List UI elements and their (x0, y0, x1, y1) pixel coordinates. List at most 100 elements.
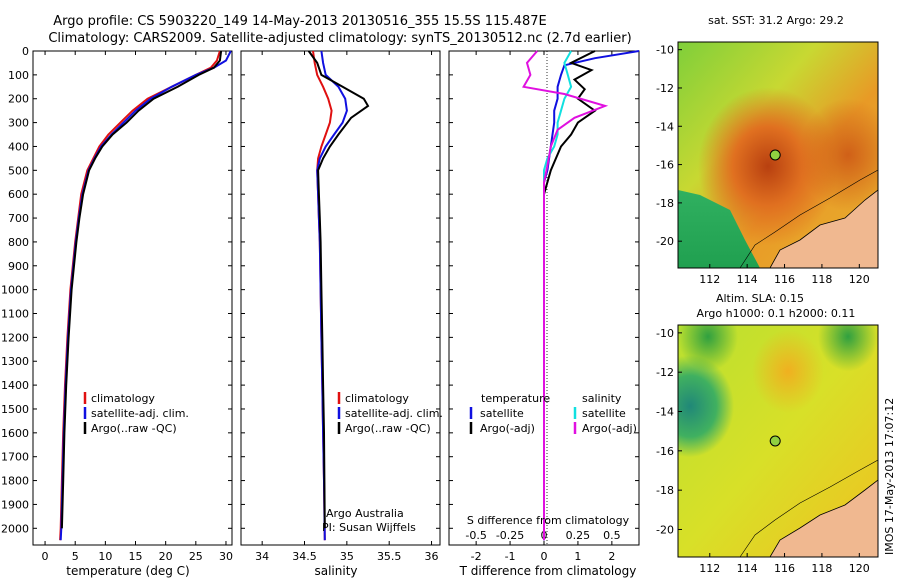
latitude-tick-label: -10 (656, 327, 674, 340)
s-difference-axis-label: S difference from climatology (467, 514, 630, 527)
latitude-tick-label: -20 (656, 235, 674, 248)
legend-label-climatology: climatology (91, 392, 155, 405)
s-difference-axis-ticks: -0.5 -0.25 0 0.25 0.5 (465, 529, 620, 542)
sst-cool-shelf (678, 190, 760, 268)
salinity-series (307, 50, 370, 541)
depth-tick-label: 800 (8, 236, 29, 249)
temperature-tick-label: 30 (219, 550, 233, 563)
longitude-tick-label: 118 (811, 273, 832, 286)
depth-tick-label: 1000 (1, 284, 29, 297)
temperature-line-satellite_adj (59, 50, 232, 541)
salinity-axis-ticks: 34 34.5 35 35.5 36 (241, 50, 440, 563)
temperature-axis-label: temperature (deg C) (66, 564, 189, 578)
salinity-tick-label: 36 (425, 550, 439, 563)
sla-bathymetry-contour (739, 459, 878, 557)
latitude-tick-label: -18 (656, 484, 674, 497)
sst-land (769, 189, 878, 268)
difference-line-argo (543, 50, 597, 541)
depth-tick-label: 1600 (1, 427, 29, 440)
difference-legend: temperature salinity satellite Argo(-adj… (469, 392, 637, 435)
s-difference-tick-label: -0.5 (465, 529, 486, 542)
t-difference-tick-label: -1 (505, 550, 516, 563)
salinity-line-argo (307, 50, 370, 529)
latitude-tick-label: -14 (656, 120, 674, 133)
legend-label-argo: Argo(..raw -QC) (345, 422, 431, 435)
legend-header-salinity: salinity (582, 392, 622, 405)
salinity-plot-frame (240, 50, 441, 546)
sst-map-panel: sat. SST: 31.2 Argo: 29.2 112 114 116 118 12… (656, 14, 879, 286)
sla-map-ticks: 112 114 116 118 120 -10 -12 -14 -16 -18 -20 (656, 327, 870, 575)
legend-label-climatology: climatology (345, 392, 409, 405)
sst-map-frame (677, 41, 879, 269)
temperature-axis-ticks: 0 5 10 15 20 25 30 (42, 51, 233, 563)
s-difference-tick-label: 0.5 (603, 529, 621, 542)
longitude-tick-label: 116 (774, 562, 795, 575)
salinity-tick-label: 34.5 (292, 550, 317, 563)
latitude-tick-label: -14 (656, 406, 674, 419)
sla-map-panel: Altim. SLA: 0.15 Argo h1000: 0.1 h2000: … (656, 292, 879, 575)
depth-tick-label: 500 (8, 164, 29, 177)
depth-tick-label: 200 (8, 93, 29, 106)
argo-australia-annotation: Argo Australia (326, 507, 404, 520)
legend-label-t-satellite: satellite (480, 407, 524, 420)
depth-tick-label: 100 (8, 69, 29, 82)
depth-tick-label: 1400 (1, 379, 29, 392)
depth-tick-label: 1800 (1, 475, 29, 488)
temperature-series (59, 50, 232, 541)
legend-label-satellite-adj: satellite-adj. clim. (345, 407, 443, 420)
longitude-tick-label: 120 (849, 273, 870, 286)
latitude-tick-label: -12 (656, 366, 674, 379)
s-difference-tick-label: 0.25 (566, 529, 591, 542)
longitude-tick-label: 112 (699, 562, 720, 575)
depth-tick-label: 900 (8, 260, 29, 273)
latitude-tick-label: -20 (656, 523, 674, 536)
temperature-tick-label: 15 (129, 550, 143, 563)
difference-line-satellite_salinity (543, 50, 573, 541)
salinity-tick-label: 35.5 (377, 550, 402, 563)
legend-label-t-argo: Argo(-adj) (480, 422, 535, 435)
sla-land (769, 479, 878, 557)
latitude-tick-label: -16 (656, 445, 674, 458)
depth-tick-label: 2000 (1, 522, 29, 535)
depth-tick-label: 1100 (1, 308, 29, 321)
temperature-plot-frame (32, 50, 233, 546)
longitude-tick-label: 112 (699, 273, 720, 286)
depth-tick-label: 300 (8, 117, 29, 130)
t-difference-tick-label: 2 (608, 550, 615, 563)
depth-tick-label: 1300 (1, 355, 29, 368)
sla-map-title-line-2: Argo h1000: 0.1 h2000: 0.11 (697, 307, 856, 320)
temperature-line-climatology (59, 50, 221, 541)
latitude-tick-label: -16 (656, 159, 674, 172)
depth-tick-label: 1200 (1, 331, 29, 344)
title-line-1: Argo profile: CS 5903220_149 14-May-2013… (53, 14, 546, 29)
s-difference-tick-label: -0.25 (496, 529, 524, 542)
salinity-tick-label: 34 (255, 550, 269, 563)
difference-panel: -2 -1 0 1 2 -0.5 -0.25 0 0.25 0.5 S difference f… (448, 50, 640, 578)
salinity-axis-label: salinity (314, 564, 357, 578)
depth-tick-label: 600 (8, 188, 29, 201)
longitude-tick-label: 114 (737, 562, 758, 575)
sla-heatmap (678, 325, 878, 557)
pi-annotation: PI: Susan Wijffels (322, 521, 416, 534)
difference-series (522, 50, 640, 541)
latitude-tick-label: -18 (656, 197, 674, 210)
sla-map-frame (677, 324, 879, 558)
sla-float-position-marker (769, 435, 781, 447)
temperature-tick-label: 10 (98, 550, 112, 563)
legend-label-s-argo: Argo(-adj) (582, 422, 637, 435)
depth-axis-ticks: 0 100 200 300 400 500 600 700 800 900 1000 1100 1200… (1, 45, 232, 535)
legend-label-s-satellite: satellite (582, 407, 626, 420)
sla-map-title-line-1: Altim. SLA: 0.15 (716, 292, 804, 305)
t-difference-axis-label: T difference from climatology (459, 564, 637, 578)
imos-timestamp: IMOS 17-May-2013 17:07:12 (883, 398, 896, 555)
depth-tick-label: 1500 (1, 403, 29, 416)
temperature-line-argo (60, 50, 223, 529)
t-difference-tick-label: -2 (471, 550, 482, 563)
temperature-tick-label: 0 (42, 550, 49, 563)
longitude-tick-label: 114 (737, 273, 758, 286)
depth-tick-label: 700 (8, 212, 29, 225)
longitude-tick-label: 120 (849, 562, 870, 575)
t-difference-axis-ticks: -2 -1 0 1 2 (449, 50, 639, 563)
